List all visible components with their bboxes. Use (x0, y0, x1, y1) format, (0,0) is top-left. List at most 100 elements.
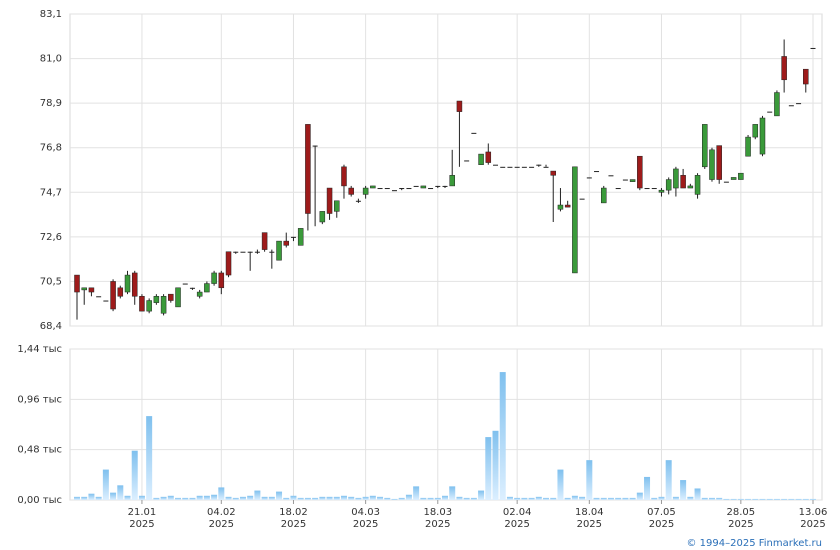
candle-body (745, 136, 751, 157)
volume-bar (723, 498, 730, 500)
candle-body (449, 175, 455, 187)
volume-bar (391, 498, 398, 500)
volume-bar (788, 498, 795, 500)
candle-body (117, 287, 124, 297)
candle-body (456, 100, 463, 112)
candle-body (564, 204, 571, 208)
x-tick-label: 02.04 2025 (503, 507, 532, 530)
volume-bar (485, 437, 492, 500)
candle-body (759, 117, 766, 155)
volume-bar (160, 496, 167, 500)
candle-body (240, 251, 246, 253)
volume-bar (247, 495, 254, 500)
volume-bar (175, 497, 182, 500)
candle-body (218, 272, 225, 289)
volume-bar (708, 497, 715, 500)
candle-body (225, 251, 232, 276)
volume-bar (413, 486, 420, 500)
candle-body (608, 175, 614, 177)
volume-bar (261, 496, 268, 500)
y-tick-label: 70,5 (40, 276, 62, 287)
volume-bar (398, 497, 405, 500)
volume-bar (340, 495, 347, 500)
volume-bar (333, 496, 340, 500)
volume-bar (795, 498, 802, 500)
volume-bar (651, 497, 658, 500)
y-tick-label: 74,7 (40, 187, 62, 198)
candle-body (493, 164, 499, 166)
y-tick-label: 0,48 тыс (17, 445, 62, 456)
volume-bar (283, 497, 290, 500)
candle-body (290, 236, 296, 238)
candle-body (175, 287, 181, 308)
x-tick-label: 18.03 2025 (423, 507, 452, 530)
candle-body (283, 240, 290, 246)
candle-body (500, 166, 506, 168)
volume-bar (167, 495, 174, 500)
volume-bar (355, 497, 362, 500)
volume-bar (276, 491, 283, 500)
candle-body (124, 274, 131, 293)
volume-bar (521, 497, 528, 500)
candle-body (269, 251, 275, 253)
candle-body (543, 166, 549, 168)
volume-bar (579, 496, 586, 500)
candle-body (629, 179, 636, 182)
candle-body (673, 168, 679, 189)
candle-body (594, 171, 600, 173)
candle-body (536, 164, 542, 166)
volume-bar (478, 490, 485, 500)
volume-bar (369, 495, 376, 500)
candle-body (254, 251, 260, 253)
candle-body (803, 68, 809, 85)
volume-bar (420, 497, 427, 500)
candle-body (139, 296, 145, 312)
candle-body (247, 251, 253, 253)
volume-bar (427, 497, 434, 500)
candle-body (572, 166, 578, 274)
volume-bar (543, 497, 550, 500)
candle-body (319, 211, 326, 223)
volume-bar (658, 496, 665, 500)
volume-bar (312, 497, 319, 500)
volume-bar (629, 497, 636, 500)
candle-body (399, 188, 405, 190)
candle-body (471, 132, 477, 134)
copyright: © 1994–2025 Finmarket.ru (686, 538, 822, 549)
volume-bar (442, 495, 448, 500)
volume-bar (74, 496, 80, 500)
x-tick-label: 28.05 2025 (727, 507, 756, 530)
candle-body (160, 296, 167, 314)
candle-body (103, 300, 109, 302)
y-tick-label: 0,96 тыс (17, 394, 62, 405)
volume-bar (737, 498, 744, 500)
candle-body (586, 177, 592, 179)
volume-bar (759, 498, 766, 500)
candle-body (146, 300, 152, 312)
volume-bar (557, 469, 564, 500)
candle-body (312, 145, 318, 147)
price-pane (69, 13, 823, 327)
volume-bar (203, 495, 210, 500)
candle-body (428, 188, 434, 190)
candle-body (233, 251, 239, 253)
candle-body (189, 287, 195, 289)
candle-body (153, 296, 160, 303)
candle-body (579, 198, 585, 200)
volume-bar (239, 496, 246, 500)
candle-body (413, 185, 419, 187)
candle-body (622, 179, 628, 181)
volume-bar (110, 492, 117, 500)
candle-body (752, 124, 759, 138)
volume-bar (506, 496, 513, 500)
candle-body (651, 188, 657, 190)
x-tick-label: 18.02 2025 (279, 507, 308, 530)
volume-bar (81, 496, 88, 500)
candle-body (644, 188, 650, 190)
candle-body (781, 56, 787, 81)
candle-body (305, 124, 311, 214)
candle-body (168, 293, 174, 301)
volume-bar (434, 497, 441, 500)
volume-bar (131, 450, 138, 500)
candle-body (723, 181, 729, 183)
